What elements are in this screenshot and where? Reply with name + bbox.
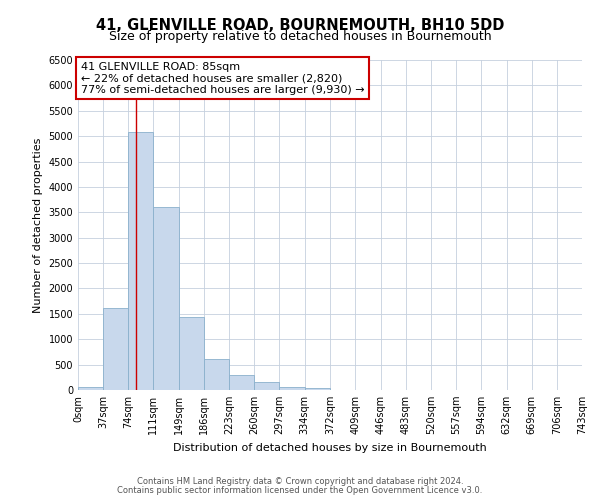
Bar: [280, 387, 305, 390]
Text: Contains HM Land Registry data © Crown copyright and database right 2024.: Contains HM Land Registry data © Crown c…: [137, 477, 463, 486]
Bar: [103, 308, 128, 390]
Bar: [153, 207, 179, 390]
Bar: [204, 358, 229, 390]
Text: 41 GLENVILLE ROAD: 85sqm
← 22% of detached houses are smaller (2,820)
77% of sem: 41 GLENVILLE ROAD: 85sqm ← 22% of detach…: [80, 62, 364, 95]
Bar: [254, 382, 280, 390]
Bar: [78, 387, 103, 390]
Text: Size of property relative to detached houses in Bournemouth: Size of property relative to detached ho…: [109, 30, 491, 43]
Text: 41, GLENVILLE ROAD, BOURNEMOUTH, BH10 5DD: 41, GLENVILLE ROAD, BOURNEMOUTH, BH10 5D…: [96, 18, 504, 32]
Bar: [179, 318, 204, 390]
Text: Contains public sector information licensed under the Open Government Licence v3: Contains public sector information licen…: [118, 486, 482, 495]
Y-axis label: Number of detached properties: Number of detached properties: [33, 138, 43, 312]
Bar: [305, 388, 331, 390]
Bar: [128, 132, 153, 390]
Bar: [229, 375, 254, 390]
X-axis label: Distribution of detached houses by size in Bournemouth: Distribution of detached houses by size …: [173, 442, 487, 452]
